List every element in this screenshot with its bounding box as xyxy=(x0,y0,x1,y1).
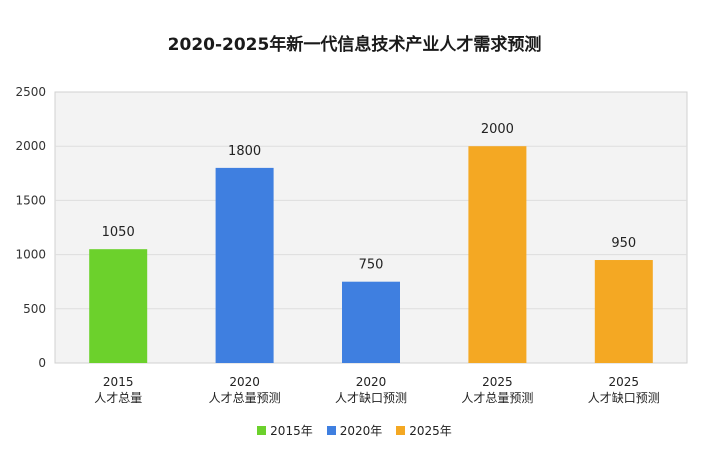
bar xyxy=(215,167,274,363)
y-tick-label: 2000 xyxy=(15,139,46,153)
chart-title: 2020-2025年新一代信息技术产业人才需求预测 xyxy=(167,35,542,55)
bar xyxy=(468,146,527,363)
legend-label: 2025年 xyxy=(409,424,452,438)
legend-item: 2020年 xyxy=(326,422,383,439)
legend-label: 2015年 xyxy=(270,424,313,438)
legend-swatch xyxy=(326,426,336,435)
bar-value-label: 950 xyxy=(611,236,636,251)
legend-label: 2020年 xyxy=(339,424,383,438)
legend-swatch xyxy=(396,426,406,435)
x-tick-label-desc: 人才总量 xyxy=(94,391,142,405)
x-tick-label-year: 2025 xyxy=(482,375,513,389)
bar xyxy=(89,249,148,363)
x-tick-label-year: 2025 xyxy=(609,375,640,389)
legend-swatch xyxy=(257,426,267,435)
legend-item: 2025年 xyxy=(396,422,452,439)
y-tick-label: 500 xyxy=(23,302,46,316)
x-tick-label-desc: 人才缺口预测 xyxy=(335,390,407,405)
y-tick-label: 2500 xyxy=(15,85,46,99)
bar xyxy=(342,281,400,363)
bar xyxy=(594,260,653,363)
x-tick-label-desc: 人才总量预测 xyxy=(209,391,281,405)
legend: 2015年 2020年 2025年 xyxy=(0,422,709,439)
y-tick-label: 1500 xyxy=(15,193,46,207)
bar-value-label: 1800 xyxy=(228,144,261,159)
bar-value-label: 1050 xyxy=(102,225,135,240)
x-tick-label-year: 2015 xyxy=(103,375,134,389)
bar-value-label: 2000 xyxy=(481,122,514,137)
bars: 1050 1800 750 2000 950 xyxy=(89,122,653,363)
x-tick-label-desc: 人才缺口预测 xyxy=(588,390,660,405)
y-tick-label: 1000 xyxy=(15,248,46,262)
x-tick-label-desc: 人才总量预测 xyxy=(461,391,533,405)
x-tick-label-year: 2020 xyxy=(229,375,260,389)
x-axis-labels: 2015人才总量2020人才总量预测2020人才缺口预测2025人才总量预测20… xyxy=(94,375,660,405)
legend-item: 2015年 xyxy=(257,422,313,439)
bar-value-label: 750 xyxy=(359,258,384,273)
y-tick-label: 0 xyxy=(38,356,46,370)
y-axis-ticks: 0 500 1000 1500 2000 2500 xyxy=(15,85,46,370)
x-tick-label-year: 2020 xyxy=(356,375,387,389)
